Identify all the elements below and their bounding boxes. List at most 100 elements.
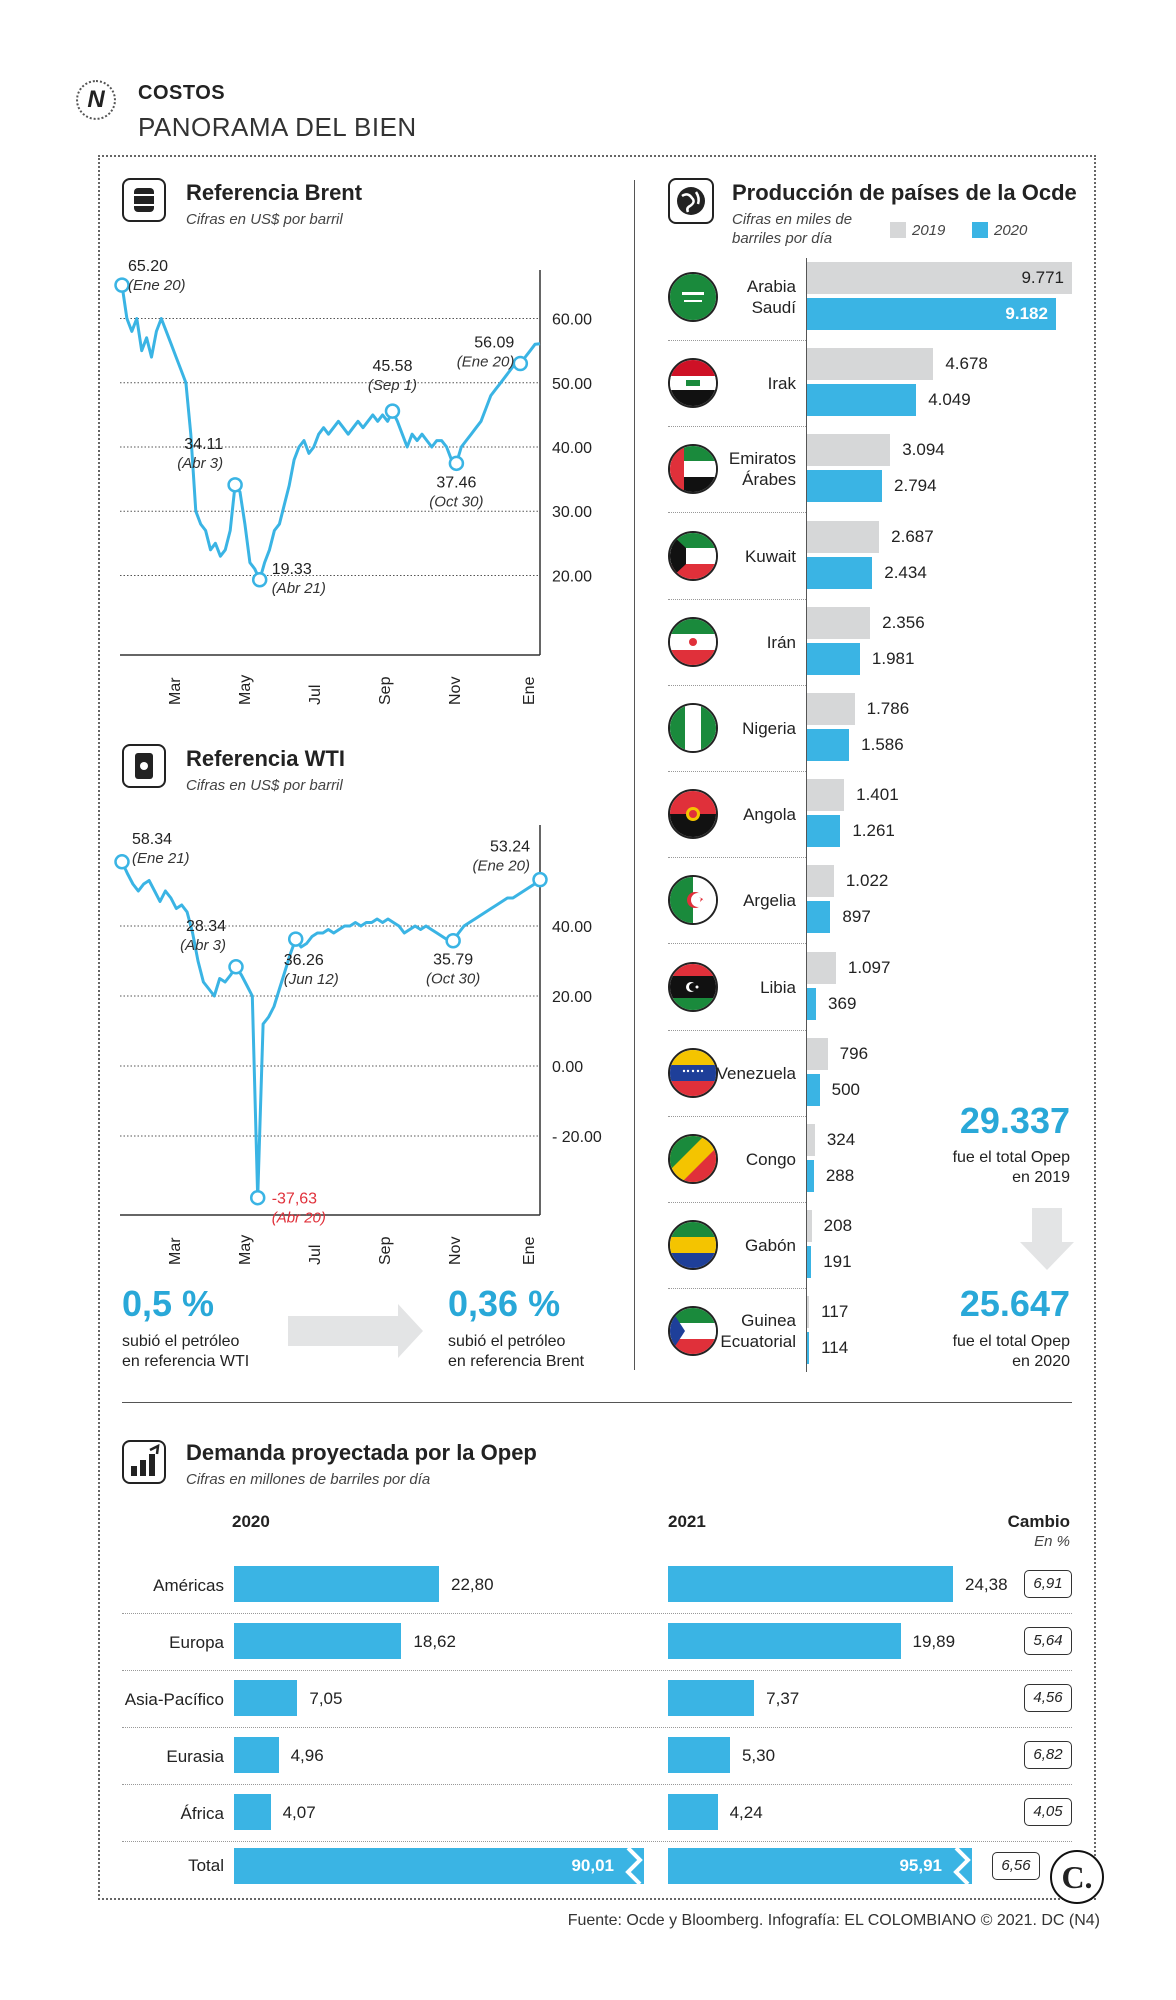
- x-tick-label: Sep: [377, 676, 394, 705]
- y-tick-label: 30.00: [552, 504, 592, 521]
- row-separator: [668, 1288, 806, 1290]
- bar-2020: [806, 1246, 812, 1279]
- iran-flag-icon: [668, 616, 718, 667]
- y-tick-label: 40.00: [552, 919, 592, 936]
- legend-2020-label: 2020: [994, 222, 1028, 239]
- country-label: Angola: [700, 804, 796, 825]
- row-separator: [122, 1613, 1072, 1614]
- bar-2021: [668, 1623, 901, 1659]
- country-label: Argelia: [700, 890, 796, 911]
- y-tick-label: 20.00: [552, 989, 592, 1006]
- bar-2020: [234, 1794, 271, 1830]
- row-separator: [668, 1202, 806, 1203]
- total-bar-2021-value: 95,91: [899, 1856, 942, 1875]
- region-label: Américas: [153, 1576, 224, 1595]
- bar-2021: [668, 1794, 718, 1830]
- x-tick-label: Ene: [521, 676, 538, 705]
- value-2020: 2.434: [884, 562, 927, 582]
- price-series-line: [120, 861, 541, 1200]
- bar-2020: [806, 384, 917, 417]
- country-label: Emiratos Árabes: [700, 448, 796, 490]
- bar-growth-icon: [122, 1440, 166, 1484]
- el-colombiano-logo: C.: [1050, 1850, 1104, 1904]
- value-2020: 1.981: [871, 648, 915, 668]
- bar-2019: [806, 951, 836, 984]
- y-tick-label: 60.00: [552, 312, 592, 329]
- demand-subtitle: Cifras en millones de barriles por día: [186, 1471, 431, 1488]
- value-2021: 4,24: [729, 1803, 763, 1822]
- ocde-subtitle-2: barriles por día: [732, 230, 833, 247]
- demand-col-2021: 2021: [668, 1512, 706, 1531]
- row-separator: [122, 1670, 1072, 1671]
- row-separator: [668, 512, 806, 514]
- row-separator: [668, 598, 806, 600]
- bar-2020: [806, 1160, 814, 1192]
- x-tick-label: May: [237, 1235, 254, 1265]
- kuwait-flag-icon: [668, 530, 718, 581]
- value-2019: 2.356: [882, 612, 925, 632]
- country-name-line1: Guinea: [741, 1311, 796, 1331]
- bar-2020: [234, 1680, 298, 1716]
- x-tick-label: Sep: [377, 1236, 394, 1265]
- country-label: Irán: [700, 632, 796, 653]
- value-2021: 7,37: [766, 1689, 800, 1708]
- value-2019: 2.687: [891, 526, 934, 546]
- annotation-value: 58.34: [132, 831, 172, 848]
- section-title: PANORAMA DEL BIEN: [138, 112, 417, 142]
- annotation-value: 65.20: [128, 260, 168, 275]
- annotation-marker: [228, 959, 244, 975]
- annotation-date: (Oct 30): [429, 493, 483, 510]
- saudi-arabia-flag-icon: [668, 272, 718, 322]
- x-tick-label: Jul: [307, 1245, 324, 1265]
- legend-2019-swatch: [890, 222, 906, 238]
- annotation-value: 53.24: [490, 839, 530, 856]
- row-separator: [122, 1784, 1072, 1785]
- section-divider: [122, 1402, 1072, 1403]
- annotation-marker: [445, 932, 461, 949]
- country-label: Guinea Ecuatorial: [700, 1310, 796, 1352]
- x-tick-label: Nov: [447, 677, 464, 705]
- bar-2020: [806, 298, 1056, 330]
- country-name-line1: Argelia: [743, 891, 796, 911]
- bar-2019: [806, 262, 1072, 294]
- country-label: Nigeria: [700, 718, 796, 739]
- bar-2019: [806, 434, 891, 467]
- bar-2019: [806, 1124, 815, 1156]
- annotation-date: (Ene 20): [472, 858, 530, 875]
- stat-wti-line1: subió el petróleo: [122, 1333, 240, 1350]
- annotation-marker: [114, 277, 130, 293]
- annotation-marker: [532, 871, 548, 888]
- annotation-value: 56.09: [474, 335, 514, 352]
- row-separator: [668, 340, 806, 341]
- break-mark-icon: [625, 1848, 643, 1884]
- y-tick-label: 0.00: [552, 1059, 583, 1076]
- y-tick-label: 50.00: [552, 376, 592, 393]
- demand-title: Demanda proyectada por la Opep: [186, 1440, 537, 1465]
- bar-2019: [806, 865, 834, 898]
- annotation-value: 28.34: [186, 918, 226, 935]
- region-label: Eurasia: [166, 1747, 224, 1766]
- annotation-date: (Jun 12): [284, 971, 339, 988]
- region-label: África: [180, 1804, 224, 1823]
- annotation-marker: [227, 477, 243, 493]
- row-separator: [668, 771, 806, 772]
- country-name-line1: Libia: [760, 977, 796, 997]
- annotation-date: (Ene 20): [457, 354, 515, 371]
- annotation-marker: [251, 572, 268, 588]
- annotation-marker: [384, 403, 401, 419]
- value-2019: 1.401: [856, 785, 899, 805]
- annotation-date: (Abr 3): [180, 937, 226, 954]
- country-name-line1: Irán: [766, 632, 796, 652]
- bar-2020: [806, 901, 831, 934]
- country-label: Irak: [700, 373, 796, 394]
- stat-wti-line2: en referencia WTI: [122, 1353, 250, 1370]
- country-name-line1: Angola: [743, 805, 796, 825]
- value-2019: 1.786: [866, 699, 910, 718]
- change-badge: 6,82: [1024, 1741, 1072, 1769]
- value-2020: 897: [842, 907, 871, 927]
- demand-col-2020: 2020: [232, 1512, 270, 1531]
- y-tick-label: - 20.00: [552, 1129, 602, 1146]
- value-2020: 4,07: [282, 1803, 316, 1822]
- source-credit: Fuente: Ocde y Bloomberg. Infografía: EL…: [567, 1912, 1100, 1929]
- x-tick-label: May: [237, 675, 254, 705]
